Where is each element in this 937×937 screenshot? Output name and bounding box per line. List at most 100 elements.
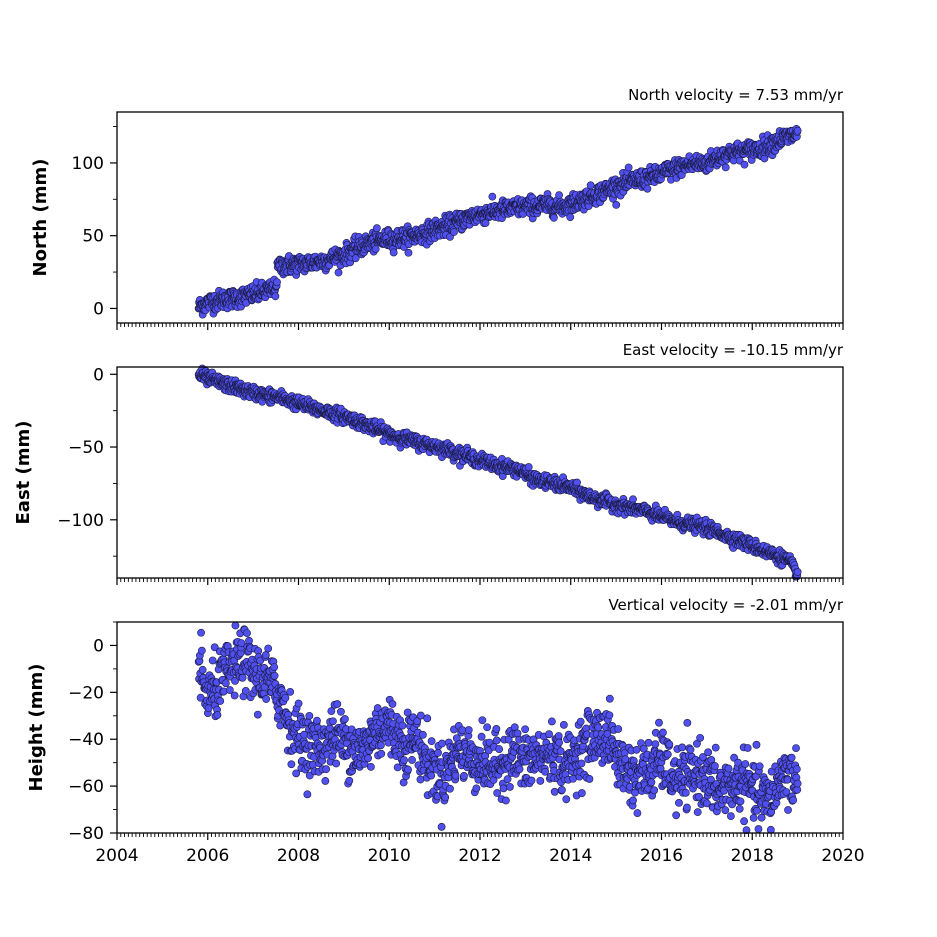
data-point: [721, 806, 730, 815]
data-point: [366, 762, 375, 771]
data-point: [724, 764, 733, 773]
data-point: [389, 248, 398, 257]
data-point: [585, 775, 594, 783]
data-point: [460, 772, 468, 780]
data-point: [677, 171, 686, 179]
data-point: [793, 779, 802, 788]
data-point: [483, 723, 492, 732]
y-tick-label: 100: [72, 154, 104, 174]
data-point: [651, 740, 660, 749]
data-point: [503, 775, 512, 784]
data-point: [577, 789, 586, 797]
data-point: [488, 192, 497, 201]
data-point: [678, 743, 687, 752]
y-tick-label: 0: [93, 299, 104, 319]
data-point: [321, 777, 330, 785]
data-point: [787, 753, 796, 762]
data-point: [262, 695, 271, 703]
data-point: [506, 782, 514, 791]
data-point: [711, 743, 720, 752]
data-point: [741, 760, 750, 768]
x-tick-label: 2006: [186, 846, 229, 866]
x-tick-label: 2012: [458, 846, 501, 866]
data-point: [784, 806, 792, 814]
data-point: [294, 699, 303, 708]
data-point: [377, 749, 386, 758]
data-point: [696, 733, 705, 742]
data-point: [547, 717, 556, 726]
data-point: [614, 725, 623, 733]
y-tick-label: −50: [68, 438, 104, 458]
data-point: [792, 765, 801, 774]
data-point: [404, 765, 412, 774]
data-point: [334, 268, 343, 277]
data-point: [555, 738, 563, 747]
data-point: [793, 126, 802, 135]
data-point: [555, 191, 563, 200]
data-point: [441, 793, 450, 802]
data-point: [253, 710, 262, 719]
data-point: [644, 738, 653, 747]
data-point: [305, 711, 314, 720]
data-point: [388, 700, 397, 708]
data-point: [612, 201, 621, 209]
data-point: [711, 762, 719, 770]
data-point: [286, 687, 295, 696]
data-point: [605, 694, 614, 703]
data-point: [495, 745, 504, 753]
data-point: [451, 771, 460, 780]
data-point: [749, 814, 758, 822]
data-point: [273, 278, 281, 287]
data-point: [665, 740, 674, 749]
data-point: [513, 729, 522, 738]
panel-title-north: North velocity = 7.53 mm/yr: [628, 86, 844, 104]
data-point: [556, 747, 565, 756]
y-tick-label: −100: [57, 511, 104, 531]
data-point: [243, 629, 251, 638]
data-point: [549, 766, 558, 775]
data-point: [735, 804, 744, 813]
data-point: [481, 219, 490, 227]
data-point: [398, 721, 407, 730]
data-point: [502, 796, 510, 805]
data-point: [783, 775, 792, 784]
data-point: [693, 808, 702, 817]
data-point: [755, 762, 764, 771]
data-point: [633, 809, 642, 817]
data-point: [499, 784, 508, 793]
data-point: [364, 754, 372, 763]
data-point: [221, 679, 230, 688]
data-point: [208, 656, 217, 665]
data-point: [554, 732, 563, 740]
panel-title-east: East velocity = -10.15 mm/yr: [623, 341, 844, 359]
data-point: [736, 797, 745, 806]
x-tick-label: 2016: [640, 846, 683, 866]
data-point: [478, 716, 487, 725]
data-point: [524, 463, 533, 471]
data-point: [418, 730, 427, 739]
data-point: [549, 213, 558, 222]
data-point: [450, 228, 458, 236]
y-tick-label: 0: [93, 365, 104, 385]
x-tick-label: 2014: [549, 846, 592, 866]
data-point: [515, 765, 524, 774]
data-point: [427, 771, 436, 780]
data-point: [594, 723, 603, 732]
x-tick-label: 2010: [368, 846, 411, 866]
data-point: [686, 745, 695, 754]
data-point: [629, 796, 637, 805]
data-point: [672, 811, 681, 820]
data-point: [621, 755, 630, 764]
data-point: [213, 711, 222, 719]
data-point: [399, 778, 408, 787]
data-point: [345, 776, 354, 785]
data-point: [792, 744, 800, 752]
data-point: [743, 744, 752, 752]
data-point: [271, 292, 280, 301]
data-point: [643, 184, 652, 193]
data-point: [438, 739, 446, 748]
data-point: [341, 715, 349, 723]
data-point: [372, 224, 381, 233]
